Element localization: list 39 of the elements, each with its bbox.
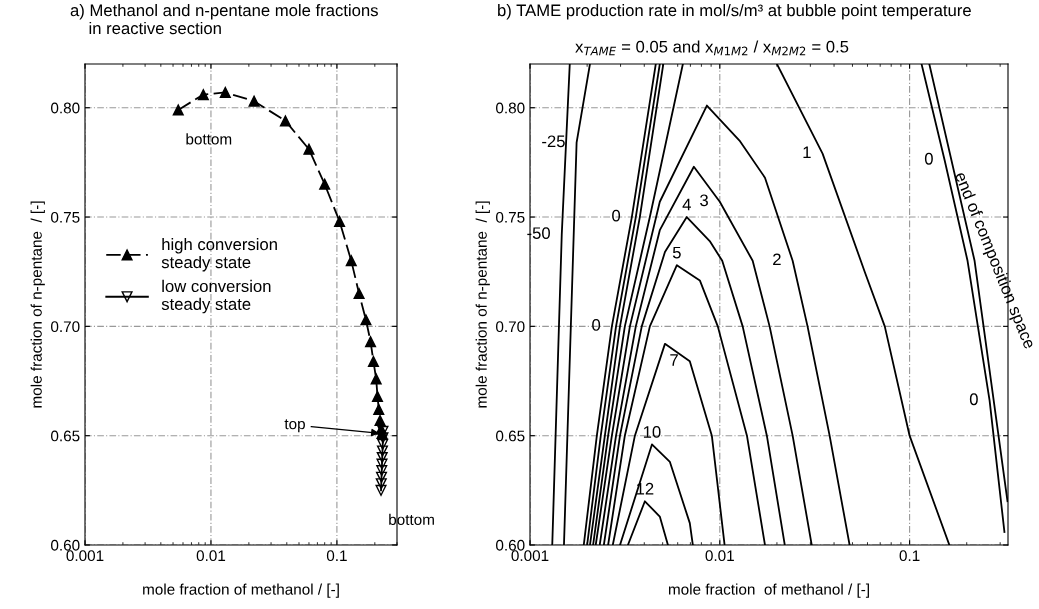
x-tick-label: 0.1 — [899, 550, 920, 562]
annotation: 0 — [592, 319, 601, 331]
y-tick-label: 0.60 — [51, 539, 80, 551]
x-axis-title: mole fraction of methanol / [-] — [668, 583, 869, 598]
y-tick-label: 0.80 — [496, 102, 525, 114]
annotation: 4 — [682, 198, 691, 211]
y-axis-title: mole fraction of n-pentane / [-] — [30, 201, 45, 408]
x-axis-title: mole fraction of methanol / [-] — [143, 583, 339, 598]
annotation: -25 — [542, 135, 565, 148]
y-tick-label: 0.65 — [496, 430, 525, 442]
x-tick-label: 0.001 — [511, 550, 549, 562]
chart-subtitle: x$_{TAME}$ = 0.05 and x$_{M1M2}$ / x$_{M2M2}$ = 0.5 — [575, 40, 849, 56]
annotation: 1 — [803, 146, 811, 158]
annotation: bottom — [186, 133, 232, 145]
annotation: 7 — [670, 354, 678, 366]
y-tick-label: 0.70 — [496, 321, 525, 333]
y-tick-label: 0.75 — [496, 211, 525, 223]
chart-title: a) Methanol and n-pentane mole fractions in reactive section — [70, 4, 378, 35]
annotation: 0 — [969, 393, 978, 406]
x-tick-label: 0.1 — [326, 550, 347, 562]
annotation: 10 — [643, 425, 661, 438]
annotation: top — [284, 419, 305, 433]
annotation: 3 — [700, 194, 708, 207]
annotation: 0 — [924, 152, 933, 165]
y-tick-label: 0.60 — [496, 539, 525, 551]
y-tick-label: 0.70 — [51, 321, 80, 333]
y-tick-label: 0.80 — [51, 102, 80, 114]
y-tick-label: 0.75 — [51, 211, 80, 223]
x-tick-label: 0.01 — [196, 550, 226, 562]
annotation: 2 — [773, 253, 781, 266]
y-axis-title: mole fraction of n-pentane / [-] — [475, 201, 490, 408]
annotation: 0 — [612, 209, 621, 222]
legend-label: low conversion steady state — [161, 279, 271, 314]
y-tick-label: 0.65 — [51, 430, 80, 442]
x-tick-label: 0.01 — [705, 550, 734, 562]
legend-label: high conversion steady state — [161, 237, 277, 272]
chart-title: b) TAME production rate in mol/s/m³ at bubble point temperature — [498, 4, 971, 20]
annotation: 5 — [672, 246, 681, 259]
x-tick-label: 0.001 — [66, 550, 104, 562]
